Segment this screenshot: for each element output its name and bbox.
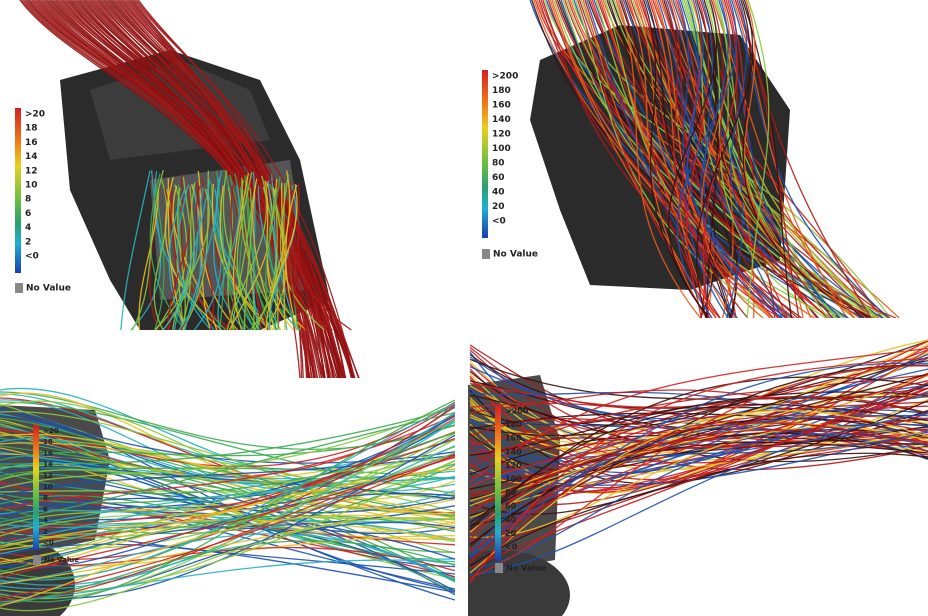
panel-1 bbox=[20, 0, 360, 380]
panel-3 bbox=[0, 388, 455, 616]
legend-label: 6 bbox=[25, 209, 31, 219]
legend-label: 140 bbox=[492, 115, 511, 125]
legend-colorbar bbox=[482, 70, 488, 238]
no-value-label: No Value bbox=[506, 564, 547, 573]
legend-colorbar bbox=[495, 405, 501, 560]
legend-label: 18 bbox=[43, 438, 53, 446]
legend-label: 6 bbox=[43, 505, 48, 513]
legend-label: >200 bbox=[505, 407, 529, 416]
no-value-label: No Value bbox=[44, 556, 79, 564]
legend-label: 14 bbox=[25, 152, 38, 162]
legend-label: >20 bbox=[25, 110, 45, 120]
legend-label: 120 bbox=[492, 130, 511, 140]
legend-label: >200 bbox=[492, 72, 518, 82]
legend-label: 60 bbox=[505, 502, 517, 511]
legend-label: 12 bbox=[25, 166, 38, 176]
no-value-swatch bbox=[495, 563, 503, 573]
legend-label: 8 bbox=[25, 195, 31, 205]
legend-label: 12 bbox=[43, 472, 53, 480]
legend-label: >20 bbox=[43, 427, 59, 435]
legend-label: 20 bbox=[492, 202, 505, 212]
legend-label: 80 bbox=[505, 488, 517, 497]
legend-label: 8 bbox=[43, 494, 48, 502]
no-value-label: No Value bbox=[26, 284, 71, 294]
legend-label: 140 bbox=[505, 447, 522, 456]
legend-label: 10 bbox=[43, 483, 53, 491]
legend-label: 16 bbox=[25, 138, 38, 148]
legend-label: 4 bbox=[43, 517, 48, 525]
legend-label: 100 bbox=[505, 475, 522, 484]
legend-label: 160 bbox=[492, 101, 511, 111]
legend-label: <0 bbox=[505, 543, 518, 552]
legend-colorbar bbox=[33, 425, 39, 550]
legend-label: 180 bbox=[492, 86, 511, 96]
legend-label: 120 bbox=[505, 461, 522, 470]
legend-label: 4 bbox=[25, 223, 31, 233]
legend-label: 60 bbox=[492, 173, 505, 183]
legend-label: <0 bbox=[43, 539, 54, 547]
legend-label: 16 bbox=[43, 449, 53, 457]
legend-label: 10 bbox=[25, 181, 38, 191]
legend-label: <0 bbox=[25, 252, 39, 262]
legend-label: 20 bbox=[505, 529, 517, 538]
legend-label: 2 bbox=[43, 528, 48, 536]
no-value-swatch bbox=[33, 555, 41, 565]
legend-label: 100 bbox=[492, 144, 511, 154]
no-value-swatch bbox=[482, 249, 490, 259]
figure: >20 18 16 14 12 10 8 6 4 2 <0 No Value >200 180 160 140… bbox=[0, 0, 928, 616]
legend-label: 2 bbox=[25, 237, 31, 247]
legend-label: 80 bbox=[492, 159, 505, 169]
legend-label: 180 bbox=[505, 420, 522, 429]
legend-label: 160 bbox=[505, 434, 522, 443]
panel-2 bbox=[530, 0, 899, 318]
legend-colorbar bbox=[15, 108, 21, 273]
legend-label: 18 bbox=[25, 124, 38, 134]
legend-label: 40 bbox=[492, 188, 505, 198]
no-value-swatch bbox=[15, 283, 23, 293]
legend-label: <0 bbox=[492, 217, 506, 227]
legend-label: 14 bbox=[43, 461, 53, 469]
no-value-label: No Value bbox=[493, 250, 538, 260]
legend-label: 40 bbox=[505, 515, 517, 524]
